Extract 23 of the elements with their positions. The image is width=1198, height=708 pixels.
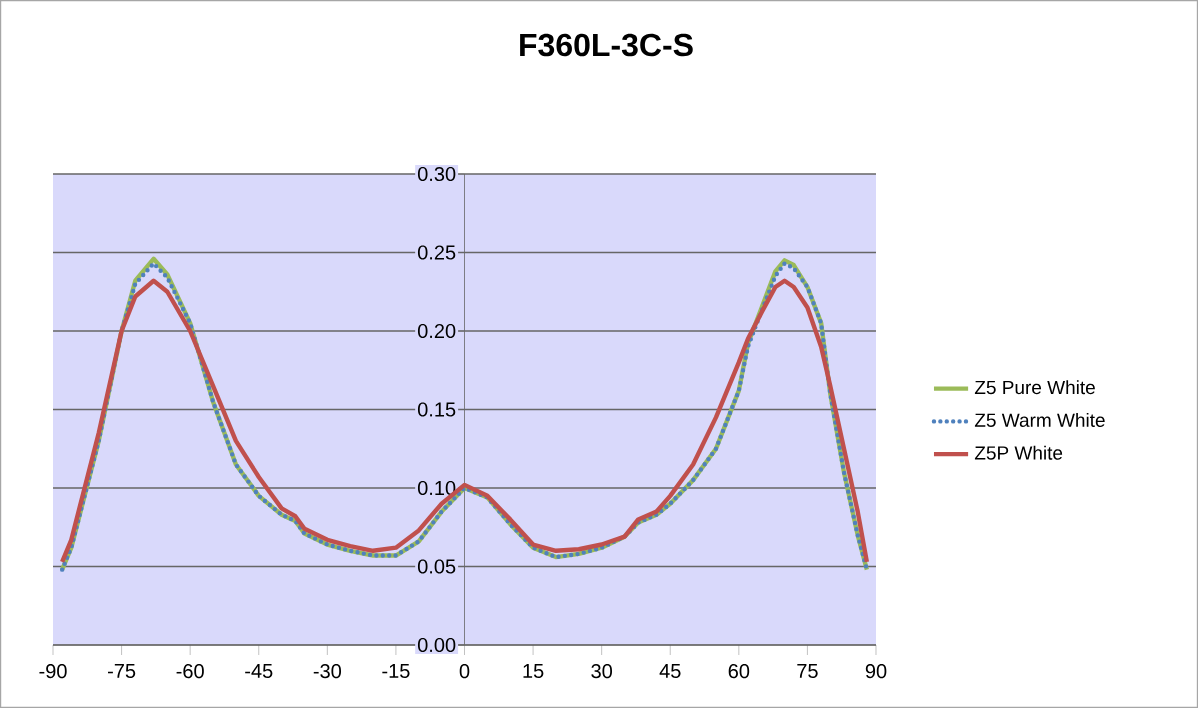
x-tick-label: -60 [176,664,204,679]
x-tick-label: 0 [459,664,470,679]
y-tick-label: 0.15 [417,402,456,417]
x-tick-label: 30 [591,664,613,679]
x-tick-label: -90 [39,664,67,679]
x-tick-label: 60 [728,664,750,679]
x-tick-label: -75 [108,664,136,679]
x-tick-label: 15 [523,664,544,679]
x-tick-label: -45 [245,664,273,679]
legend-label: Z5 Pure White [974,380,1095,395]
y-tick-label: 0.20 [417,323,456,339]
y-tick-label: 0.25 [417,245,456,260]
chart-title: F360L-3C-S [520,33,693,57]
legend-label: Z5 Warm White [974,412,1105,427]
y-tick-label: 0.05 [417,559,456,574]
legend-label: Z5P White [974,445,1063,460]
x-tick-label: -15 [382,664,410,679]
y-tick-label: 0.30 [417,166,456,182]
y-tick-label: 0.00 [417,637,456,653]
x-tick-label: 90 [865,664,887,679]
x-tick-label: 75 [797,664,818,679]
x-tick-label: 45 [659,664,681,679]
x-tick-label: -30 [313,664,342,679]
